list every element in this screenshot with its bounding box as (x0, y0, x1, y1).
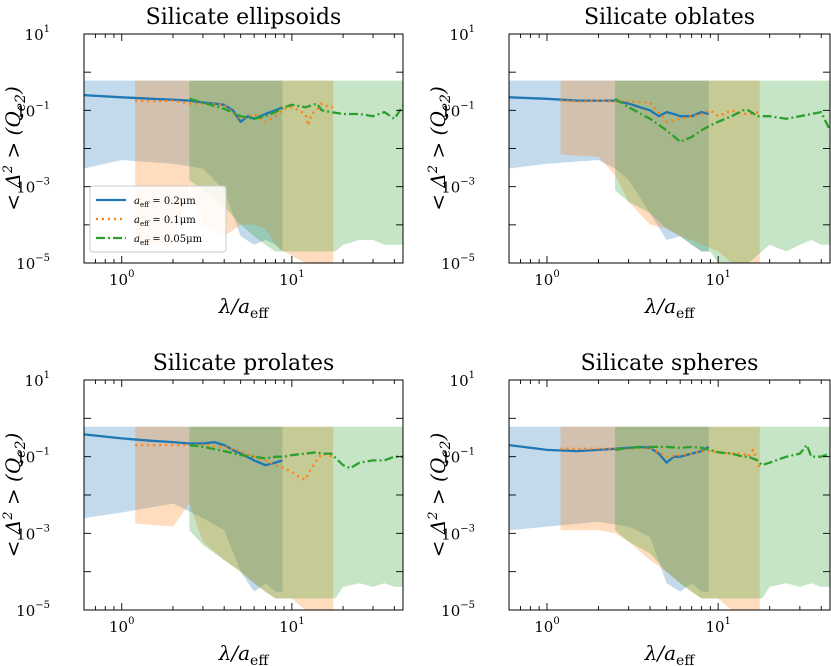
x-axis-label: λ/aeff (644, 641, 696, 666)
plot-area (84, 426, 403, 610)
y-axis-label: < Δ2 > (Qe2) (426, 433, 454, 558)
y-axis: 10−5 10−3 10−1 101 (16, 370, 403, 620)
legend: aeff = 0.2μm aeff = 0.1μm aeff = 0.05μm (89, 185, 227, 253)
chart-title: Silicate oblates (584, 5, 755, 30)
band-series-2 (560, 80, 760, 263)
y-tick-label: 10−5 (441, 253, 475, 273)
y-tick-label: 10−5 (16, 600, 50, 620)
y-tick-label: 10−1 (16, 100, 50, 120)
band-series-3 (615, 426, 830, 599)
chart-title: Silicate spheres (581, 351, 759, 376)
panel-4: 100 101 10−5 10−3 10−1 101 Silicate spheres λ/a… (426, 351, 831, 666)
band-series-1 (84, 426, 283, 592)
band-series-1 (509, 426, 709, 592)
y-axis: 10−5 10−3 10−1 101 (441, 24, 830, 273)
chart-title: Silicate ellipsoids (146, 5, 342, 30)
y-tick-label: 10−3 (441, 177, 475, 197)
y-axis: 10−5 10−3 10−1 101 (16, 24, 403, 273)
band-series-3 (189, 80, 403, 252)
line-series-1 (509, 96, 709, 118)
y-tick-label: 10−1 (16, 447, 50, 467)
y-tick-label: 10−3 (441, 523, 475, 543)
x-axis-label: λ/aeff (218, 641, 270, 666)
band-series-3 (189, 426, 403, 599)
x-axis: 100 101 (508, 34, 822, 289)
x-axis: 100 101 (508, 380, 822, 636)
x-tick-label: 100 (534, 616, 559, 636)
x-tick-label: 101 (279, 269, 304, 289)
y-tick-label: 101 (450, 370, 475, 390)
plot-area (84, 80, 403, 263)
y-tick-label: 101 (25, 370, 50, 390)
panel-2: 100 101 10−5 10−3 10−1 101 Silicate oblates λ/a… (426, 5, 831, 322)
x-axis: 100 101 (83, 34, 395, 289)
band-series-3 (615, 80, 830, 263)
legend-entry: aeff = 0.1μm (134, 215, 196, 228)
x-tick-label: 100 (109, 616, 134, 636)
y-tick-label: 101 (450, 24, 475, 44)
y-tick-label: 10−3 (16, 177, 50, 197)
legend-entry: aeff = 0.05μm (134, 234, 203, 247)
band-series-1 (84, 80, 283, 252)
panel-1: 100 101 10−5 10−3 10−1 101 Silicate ellipsoids… (1, 5, 404, 322)
line-series-1 (84, 93, 283, 123)
band-series-2 (560, 426, 760, 610)
x-tick-label: 100 (109, 269, 134, 289)
x-axis: 100 101 (83, 380, 395, 636)
line-series-3 (189, 97, 403, 120)
x-axis-label: λ/aeff (218, 294, 270, 322)
line-series-2 (135, 99, 334, 127)
y-tick-label: 10−3 (16, 523, 50, 543)
y-tick-label: 10−1 (441, 447, 475, 467)
legend-entry: aeff = 0.2μm (134, 196, 196, 209)
band-series-2 (135, 80, 334, 263)
band-series-1 (509, 80, 709, 252)
y-axis: 10−5 10−3 10−1 101 (441, 370, 830, 620)
line-series-3 (614, 443, 830, 467)
line-series-3 (614, 97, 830, 143)
x-tick-label: 101 (705, 269, 730, 289)
y-axis-label: < Δ2 > (Qe2) (1, 433, 29, 558)
plot-area (509, 80, 830, 263)
x-axis-label: λ/aeff (644, 294, 696, 322)
x-tick-label: 101 (705, 616, 730, 636)
plot-area (509, 426, 830, 610)
legend-box (89, 185, 227, 253)
y-tick-label: 10−5 (441, 600, 475, 620)
x-tick-label: 100 (534, 269, 559, 289)
x-tick-label: 101 (279, 616, 304, 636)
line-series-2 (560, 446, 761, 469)
line-series-3 (189, 443, 403, 470)
line-series-1 (84, 433, 283, 467)
band-series-2 (135, 426, 334, 610)
chart-title: Silicate prolates (153, 351, 335, 376)
y-tick-label: 10−5 (16, 253, 50, 273)
y-axis-label: < Δ2 > (Qe2) (426, 86, 454, 211)
y-tick-label: 10−1 (441, 100, 475, 120)
y-tick-label: 101 (25, 24, 50, 44)
panel-3: 100 101 10−5 10−3 10−1 101 Silicate prolates λ/… (1, 351, 404, 666)
line-series-2 (135, 443, 334, 481)
y-axis-label: < Δ2 > (Qe2) (1, 86, 29, 211)
